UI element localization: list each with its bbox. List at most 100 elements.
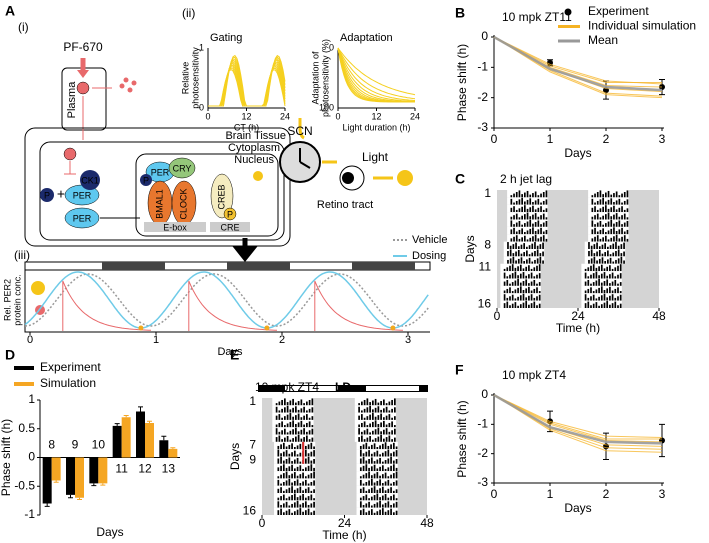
mini-xtick: 24 — [410, 111, 420, 121]
activity — [377, 415, 380, 420]
activity — [310, 481, 313, 486]
activity — [372, 421, 374, 428]
mean-line — [493, 393, 663, 445]
activity — [533, 279, 536, 286]
activity — [513, 193, 515, 198]
activity — [277, 476, 280, 479]
legend-label: Experiment — [40, 360, 101, 374]
activity — [598, 305, 600, 308]
activity — [617, 274, 619, 279]
activity — [358, 437, 360, 442]
activity — [285, 498, 288, 501]
activity — [379, 500, 381, 508]
activity — [509, 305, 511, 308]
activity — [525, 275, 528, 279]
activity — [532, 236, 534, 242]
activity — [598, 278, 600, 286]
activity — [615, 222, 618, 227]
activity — [623, 213, 626, 220]
activity — [377, 424, 380, 428]
activity — [604, 261, 607, 264]
activity — [363, 439, 366, 442]
activity — [591, 238, 594, 242]
activity — [609, 254, 612, 257]
y-tick-label: -3 — [477, 475, 488, 489]
activity — [395, 498, 398, 501]
activity — [592, 264, 595, 272]
activity — [521, 224, 523, 227]
activity — [288, 496, 291, 501]
activity — [588, 259, 590, 264]
activity — [370, 487, 373, 494]
activity — [534, 222, 537, 227]
mini-xlabel: Light duration (h) — [342, 122, 410, 132]
activity — [362, 465, 365, 472]
activity — [538, 291, 541, 294]
activity — [536, 283, 538, 286]
activity — [384, 511, 387, 515]
activity — [368, 510, 370, 515]
activity — [383, 438, 385, 442]
activity — [621, 206, 623, 213]
activity — [592, 291, 595, 294]
activity — [387, 497, 390, 501]
mini-curve — [337, 47, 416, 101]
activity — [366, 416, 369, 420]
activity — [395, 450, 398, 457]
activity — [303, 403, 305, 406]
label: + — [57, 186, 65, 202]
activity — [284, 425, 286, 428]
activity — [380, 422, 382, 428]
activity — [368, 489, 370, 494]
activity — [512, 253, 515, 257]
chart-title: 10 mpk ZT11 — [502, 10, 572, 24]
activity — [584, 268, 587, 272]
panel-label: F — [455, 362, 464, 378]
bar — [75, 457, 84, 498]
activity — [373, 495, 376, 501]
activity — [621, 215, 623, 220]
activity — [376, 468, 379, 472]
activity — [537, 216, 540, 220]
activity — [610, 207, 613, 213]
activity — [391, 408, 393, 413]
activity — [390, 504, 392, 508]
acto-title: 10 mpk ZT4 — [255, 380, 319, 394]
activity — [376, 459, 379, 464]
acto-light — [272, 412, 314, 420]
activity — [593, 253, 596, 257]
activity — [285, 480, 288, 486]
x-tick-label: 3 — [659, 487, 666, 501]
activity — [377, 427, 380, 435]
activity — [299, 465, 302, 472]
axis — [24, 270, 430, 333]
activity — [591, 198, 594, 205]
activity — [540, 236, 542, 242]
activity — [623, 231, 626, 235]
activity — [277, 497, 280, 501]
activity — [361, 410, 363, 413]
activity — [370, 466, 373, 472]
acto-light — [588, 204, 629, 213]
bar — [89, 457, 99, 484]
activity — [310, 473, 313, 479]
activity — [292, 398, 294, 406]
activity — [537, 195, 540, 198]
error-bar — [53, 480, 59, 483]
activity — [284, 416, 286, 420]
activity — [286, 414, 289, 420]
activity — [542, 200, 545, 205]
activity — [534, 209, 537, 213]
activity — [310, 490, 313, 494]
activity — [615, 213, 618, 220]
mini-xtick: 12 — [241, 111, 251, 121]
activity — [514, 302, 517, 308]
activity — [534, 242, 536, 249]
activity — [590, 274, 592, 279]
x-label: Time (h) — [322, 528, 366, 542]
acto-light — [507, 234, 548, 242]
activity — [595, 302, 598, 308]
activity — [374, 416, 377, 420]
activity — [366, 428, 369, 435]
activity — [288, 466, 291, 472]
